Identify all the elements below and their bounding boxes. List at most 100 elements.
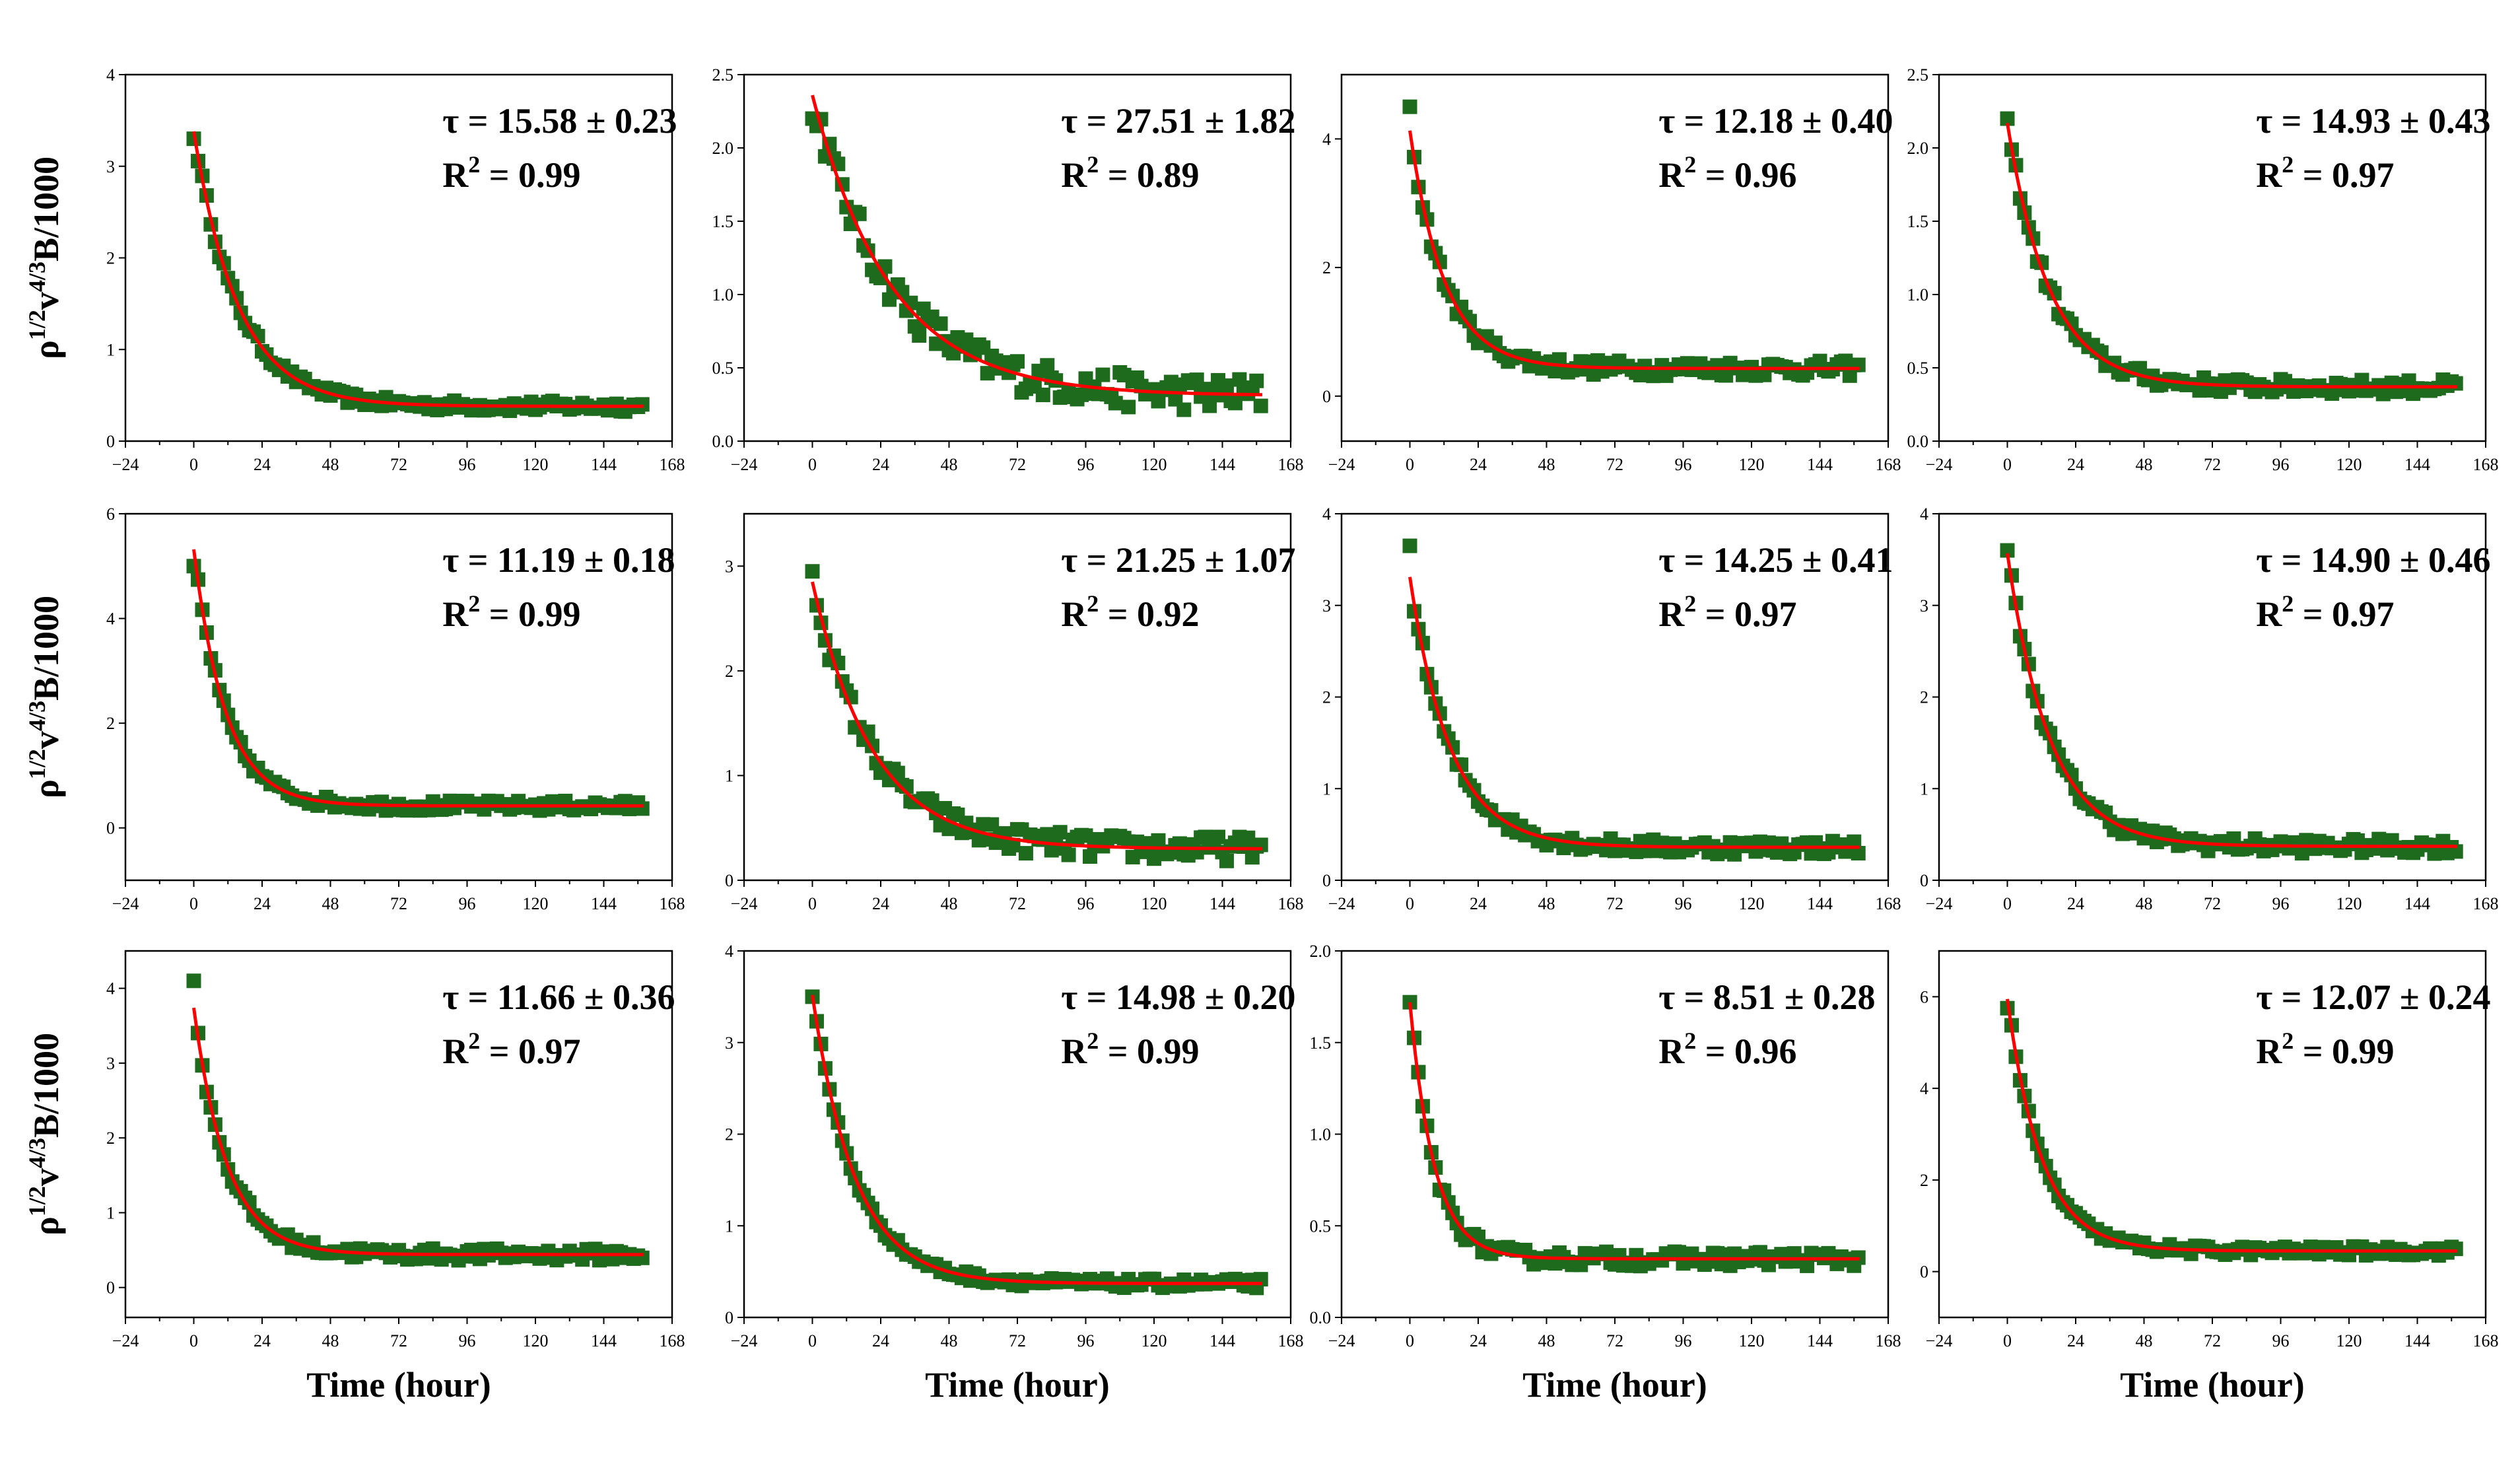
y-tick-label: 1.0 <box>1907 285 1929 304</box>
x-tick-label: 144 <box>1807 894 1833 913</box>
x-tick-label: −24 <box>731 894 758 913</box>
y-title-rho: ρ <box>26 1216 66 1236</box>
r2-value: = 0.97 <box>1696 594 1796 634</box>
r2-annotation: R2 = 0.99 <box>2256 1028 2394 1071</box>
r2-value: = 0.92 <box>1099 594 1199 634</box>
y-tick-label: 3 <box>1920 596 1928 615</box>
x-tick-label: 72 <box>2204 1331 2221 1350</box>
y-tick-label: 2 <box>106 714 115 733</box>
x-tick-label: 168 <box>660 1331 685 1350</box>
x-tick-label: 168 <box>2473 894 2499 913</box>
y-tick-label: 0 <box>106 1278 115 1298</box>
y-tick-label: 1 <box>106 340 115 359</box>
x-tick-label: −24 <box>731 1331 758 1350</box>
y-tick-label: 2 <box>1920 1171 1928 1190</box>
r2-superscript: 2 <box>2282 590 2294 617</box>
r2-symbol: R <box>442 155 469 195</box>
x-tick-label: 144 <box>1807 455 1833 474</box>
x-tick-label: 168 <box>660 455 685 474</box>
y-tick-label: 0.5 <box>712 359 734 378</box>
y-tick-label: 6 <box>106 505 115 524</box>
data-point <box>1035 388 1050 403</box>
r2-superscript: 2 <box>468 590 480 617</box>
x-tick-label: 48 <box>322 894 339 913</box>
y-tick-label: 0 <box>1920 1263 1928 1282</box>
x-tick-label: 24 <box>872 455 889 474</box>
tau-annotation: τ = 27.51 ± 1.82 <box>1061 101 1295 141</box>
y-title-sup1: 1/2 <box>24 1186 50 1216</box>
y-tick-label: 1.0 <box>1310 1125 1332 1144</box>
y-tick-label: 2 <box>1920 688 1928 707</box>
y-tick-label: 4 <box>1322 505 1331 524</box>
x-tick-label: −24 <box>1328 1331 1355 1350</box>
x-tick-label: 144 <box>1209 894 1235 913</box>
x-tick-label: 96 <box>1675 1331 1692 1350</box>
fit-line <box>2006 998 2457 1253</box>
data-point <box>1249 373 1264 388</box>
r2-annotation: R2 = 0.92 <box>1061 590 1199 634</box>
fit-line <box>192 549 644 808</box>
x-tick-label: 168 <box>1278 1331 1304 1350</box>
r2-annotation: R2 = 0.97 <box>442 1028 580 1071</box>
x-tick-label: 48 <box>1538 1331 1555 1350</box>
tau-annotation: τ = 14.90 ± 0.46 <box>2256 540 2490 580</box>
y-tick-label: 0.0 <box>1907 432 1929 451</box>
y-tick-label: 4 <box>1920 505 1928 524</box>
data-point <box>1052 825 1068 840</box>
data-point <box>1005 837 1021 853</box>
y-tick-label: 1 <box>1322 779 1331 798</box>
fit-line <box>1408 576 1860 849</box>
x-tick-label: 120 <box>1739 1331 1765 1350</box>
y-tick-label: 0 <box>725 1308 733 1327</box>
panel-4: −24 0 24 48 72 96 120 144 168 0.0 0.5 1.0 1.5 2.0 2.5 τ… <box>1907 65 2499 474</box>
x-tick-label: 48 <box>1538 455 1555 474</box>
fit-line <box>1408 1002 1860 1261</box>
x-tick-label: −24 <box>112 894 139 913</box>
y-tick-label: 3 <box>106 1054 115 1073</box>
tau-annotation: τ = 12.07 ± 0.24 <box>2256 977 2490 1017</box>
y-tick-label: 3 <box>725 1033 733 1053</box>
r2-annotation: R2 = 0.99 <box>1061 1028 1199 1071</box>
data-points <box>1402 99 1866 384</box>
x-tick-label: 96 <box>459 1331 476 1350</box>
y-title-sup2: 4/3 <box>24 701 50 731</box>
data-point <box>912 328 927 343</box>
x-tick-label: 72 <box>1606 894 1623 913</box>
x-tick-label: 144 <box>591 894 617 913</box>
y-title-v: v <box>26 1168 66 1186</box>
x-tick-label: 24 <box>254 1331 271 1350</box>
x-tick-label: 96 <box>459 894 476 913</box>
y-axis-title: ρ1/2v4/3B/1000 <box>24 596 66 798</box>
data-point <box>1095 367 1110 382</box>
data-point <box>2000 543 2015 558</box>
data-point <box>2000 111 2015 126</box>
r2-value: = 0.96 <box>1696 1031 1796 1071</box>
y-tick-label: 0 <box>1322 387 1331 406</box>
y-tick-label: 0 <box>725 871 733 890</box>
data-point <box>186 973 201 989</box>
x-tick-label: 72 <box>1009 894 1026 913</box>
fit-line <box>811 995 1262 1286</box>
data-point <box>1151 394 1166 409</box>
tau-annotation: τ = 14.98 ± 0.20 <box>1061 977 1295 1017</box>
x-tick-label: 144 <box>2404 1331 2430 1350</box>
y-tick-label: 2 <box>1322 258 1331 277</box>
x-tick-label: 96 <box>2272 894 2290 913</box>
x-tick-label: 0 <box>808 894 817 913</box>
data-point <box>2294 846 2309 861</box>
r2-value: = 0.97 <box>2294 155 2394 195</box>
panel-7: −24 0 24 48 72 96 120 144 168 0 1 2 3 4 τ = 14.25 ± 0.… <box>1322 505 1901 913</box>
x-tick-label: 144 <box>1209 1331 1235 1350</box>
x-tick-label: 168 <box>1278 455 1304 474</box>
x-tick-label: 0 <box>1406 1331 1414 1350</box>
panel-9: −24 0 24 48 72 96 120 144 168 0 1 2 3 4 τ = 11.66 ± 0.… <box>24 950 685 1405</box>
x-tick-label: 72 <box>1606 1331 1623 1350</box>
y-tick-label: 1 <box>725 1216 733 1236</box>
x-tick-label: 0 <box>1406 894 1414 913</box>
data-point <box>1232 372 1247 387</box>
r2-superscript: 2 <box>1087 590 1099 617</box>
y-title-sup2: 4/3 <box>24 262 50 292</box>
x-tick-label: 144 <box>591 1331 617 1350</box>
